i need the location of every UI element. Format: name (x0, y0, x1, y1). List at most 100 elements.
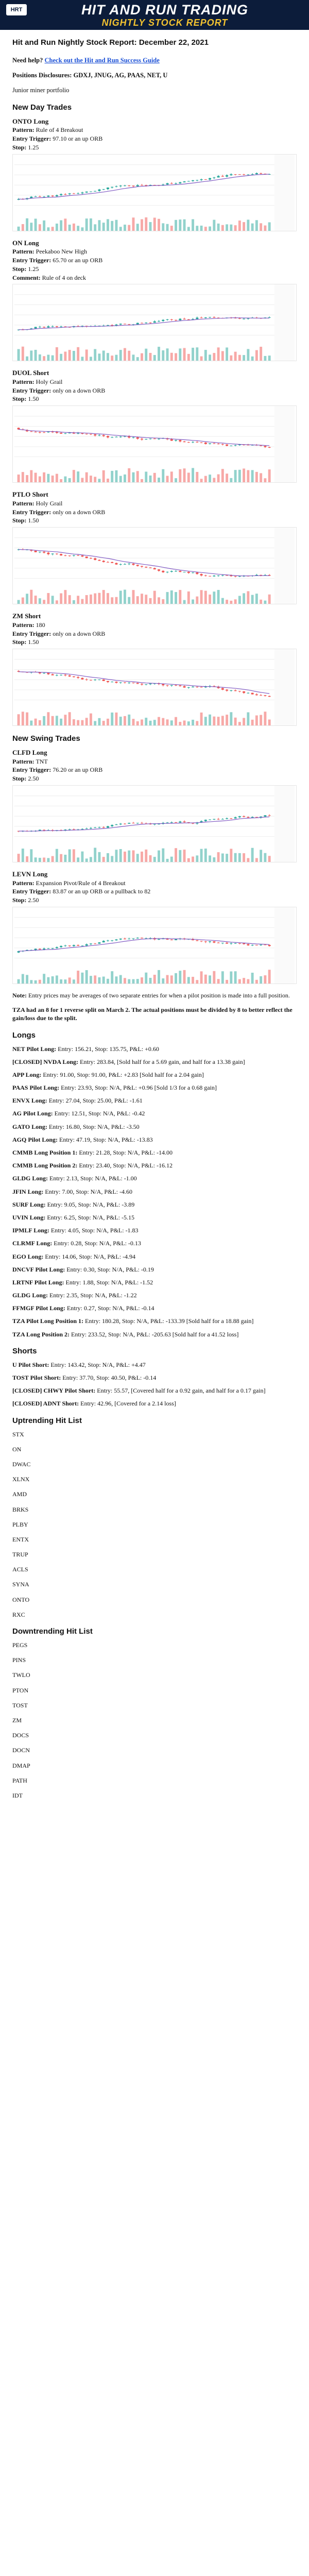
long-position: GLDG Long: Entry: 2.35, Stop: N/A, P&L: … (12, 1291, 297, 1299)
trade-detail: Pattern: Holy Grail (12, 378, 297, 386)
volume-bar (187, 472, 190, 483)
candle-body (38, 948, 41, 950)
volume-bar (102, 470, 105, 483)
candle-body (187, 687, 190, 688)
candle-body (34, 196, 37, 197)
volume-bar (68, 350, 71, 361)
candle-body (158, 569, 160, 571)
volume-bar (55, 223, 58, 231)
long-position-details: Entry: 6.25, Stop: N/A, P&L: -5.15 (45, 1213, 135, 1221)
uptrending-ticker: DWAC (12, 1460, 31, 1468)
volume-bar (111, 971, 114, 984)
volume-bar (34, 980, 37, 984)
short-position-label: TOST Pilot Short: (12, 1374, 61, 1382)
candle-body (98, 560, 101, 561)
volume-bar (243, 718, 246, 726)
candle-body (200, 179, 203, 180)
long-position-label: PAAS Pilot Long: (12, 1084, 60, 1092)
volume-bar (200, 479, 203, 483)
volume-bar (192, 348, 194, 361)
volume-bar (268, 355, 271, 361)
volume-bar (209, 714, 212, 726)
volume-bar (123, 224, 126, 231)
candle-body (38, 432, 41, 433)
volume-bar (204, 476, 207, 483)
candle-body (217, 686, 220, 688)
long-position-details: Entry: 9.05, Stop: N/A, P&L: -3.89 (45, 1200, 135, 1208)
long-position-details: Entry: 2.13, Stop: N/A, P&L: -1.00 (48, 1175, 137, 1182)
volume-bar (106, 853, 109, 862)
long-position-details: Entry: 27.04, Stop: 25.00, P&L: -1.61 (47, 1097, 143, 1105)
volume-bar (47, 977, 50, 984)
volume-bar (43, 857, 46, 862)
volume-bar (158, 347, 160, 361)
candle-body (187, 572, 190, 573)
long-position-details: Entry: 7.00, Stop: N/A, P&L: -4.60 (43, 1188, 133, 1195)
candle-body (115, 824, 118, 825)
volume-bar (43, 472, 46, 483)
volume-bar (43, 220, 46, 231)
volume-bar (251, 357, 254, 361)
volume-bar (221, 716, 224, 726)
candle-body (68, 193, 71, 194)
volume-bar (234, 717, 237, 726)
volume-bar (170, 856, 173, 862)
candle-body (106, 187, 109, 189)
trade-name: LEVN Long (12, 870, 48, 878)
volume-bar (192, 219, 194, 231)
volume-bar (192, 599, 194, 604)
volume-bar (102, 857, 105, 862)
candle-body (251, 174, 254, 175)
candle-body (226, 575, 229, 576)
report-title: Hit and Run Nightly Stock Report: Decemb… (12, 38, 209, 47)
trade-block: ON Long Pattern: Peekaboo New High Entry T… (12, 239, 297, 362)
volume-bar (132, 979, 135, 984)
volume-bar (230, 712, 233, 726)
price-axis (274, 406, 295, 483)
candle-body (226, 818, 229, 819)
volume-bar (153, 473, 156, 483)
volume-bar (81, 599, 84, 604)
success-guide-link[interactable]: Check out the Hit and Run Success Guide (44, 57, 160, 64)
candle-body (123, 185, 126, 186)
volume-bar (217, 979, 220, 984)
candle-body (111, 562, 114, 563)
candle-body (247, 817, 250, 818)
candle-body (51, 674, 54, 675)
trade-detail-label: Entry Trigger: (12, 766, 52, 774)
long-position-label: EGO Long: (12, 1252, 44, 1260)
volume-bar (170, 975, 173, 984)
candle-body (43, 196, 46, 197)
volume-bar (247, 712, 250, 726)
volume-bar (221, 598, 224, 604)
volume-bar (128, 979, 131, 984)
volume-bar (68, 478, 71, 483)
volume-bar (170, 353, 173, 361)
candle-body (81, 677, 84, 680)
volume-bar (115, 597, 118, 604)
candle-body (136, 565, 139, 566)
candle-body (34, 551, 37, 552)
volume-bar (17, 854, 20, 862)
volume-bar (260, 347, 263, 361)
candle-body (77, 193, 80, 194)
candle-body (72, 676, 75, 677)
volume-bar (179, 850, 182, 862)
trade-block: PTLO Short Pattern: Holy Grail Entry Trigg… (12, 490, 297, 605)
candle-body (179, 319, 182, 320)
candle-body (234, 445, 237, 446)
volume-bar (136, 721, 139, 726)
volume-bar (200, 849, 203, 862)
candle-body (268, 174, 271, 175)
candle-body (98, 189, 101, 191)
volume-bar (221, 971, 224, 984)
candle-body (77, 433, 80, 434)
long-position: UVIN Long: Entry: 6.25, Stop: N/A, P&L: … (12, 1213, 297, 1222)
candle-body (17, 951, 20, 953)
volume-bar (209, 975, 212, 984)
trade-detail-label: Stop: (12, 775, 27, 783)
candle-body (204, 820, 207, 821)
candle-body (64, 555, 67, 556)
candle-body (175, 822, 177, 823)
volume-bar (132, 354, 135, 361)
